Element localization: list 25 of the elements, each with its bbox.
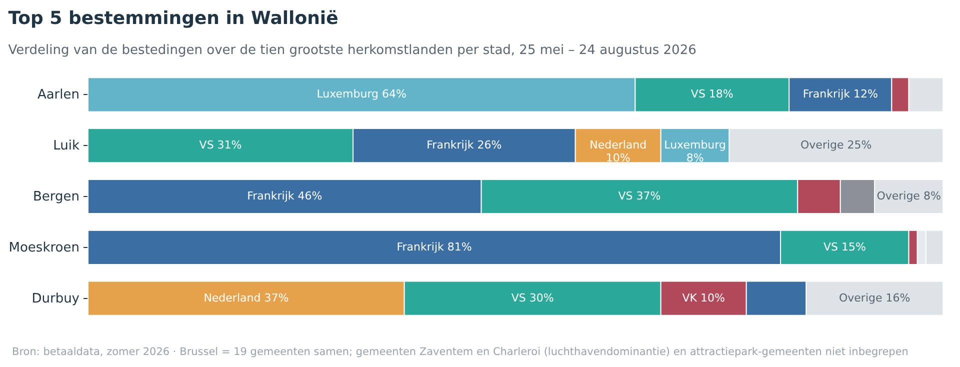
data-label: Overige 25% — [800, 138, 872, 152]
data-label: Overige 8% — [876, 190, 941, 202]
chart-title: Top 5 bestemmingen in Wallonië — [8, 8, 338, 29]
chart-subtitle: Verdeling van de bestedingen over de tien grootste herkomstlanden per stad, 25 mei – 24 augustus 2026 — [8, 43, 696, 58]
data-label: VS 37% — [618, 190, 661, 202]
y-tick-label: Bergen — [32, 190, 80, 204]
data-label: Luxemburg 8% — [664, 138, 726, 165]
data-label: VK 10% — [682, 291, 725, 304]
data-label: Luxemburg 64% — [316, 88, 406, 101]
y-tick-label: Moeskroen — [8, 240, 80, 256]
data-label: VS 30% — [511, 291, 554, 304]
data-label: Frankrijk 81% — [396, 240, 472, 254]
y-tick-label: Durbuy — [32, 291, 80, 306]
data-label: Nederland 37% — [204, 291, 289, 304]
data-label: Frankrijk 26% — [426, 138, 502, 152]
data-label: Overige 16% — [838, 291, 910, 304]
y-tick-label: Luik — [53, 138, 80, 154]
data-label: VS 18% — [690, 88, 734, 101]
y-tick-label: Aarlen — [37, 88, 80, 103]
data-label: Frankrijk 12% — [802, 88, 878, 101]
data-label: VS 31% — [199, 138, 242, 152]
data-label: VS 15% — [823, 240, 866, 254]
data-label: Nederland 10% — [590, 138, 647, 165]
data-label: Frankrijk 46% — [247, 190, 322, 202]
text: Bron: betaaldata, zomer 2026 · Brussel = 19 gemeenten samen; gemeenten Zaventem en Charleroi (luchthavendominantie) en attractiepark-gemeenten niet inbegrepen — [12, 346, 908, 358]
